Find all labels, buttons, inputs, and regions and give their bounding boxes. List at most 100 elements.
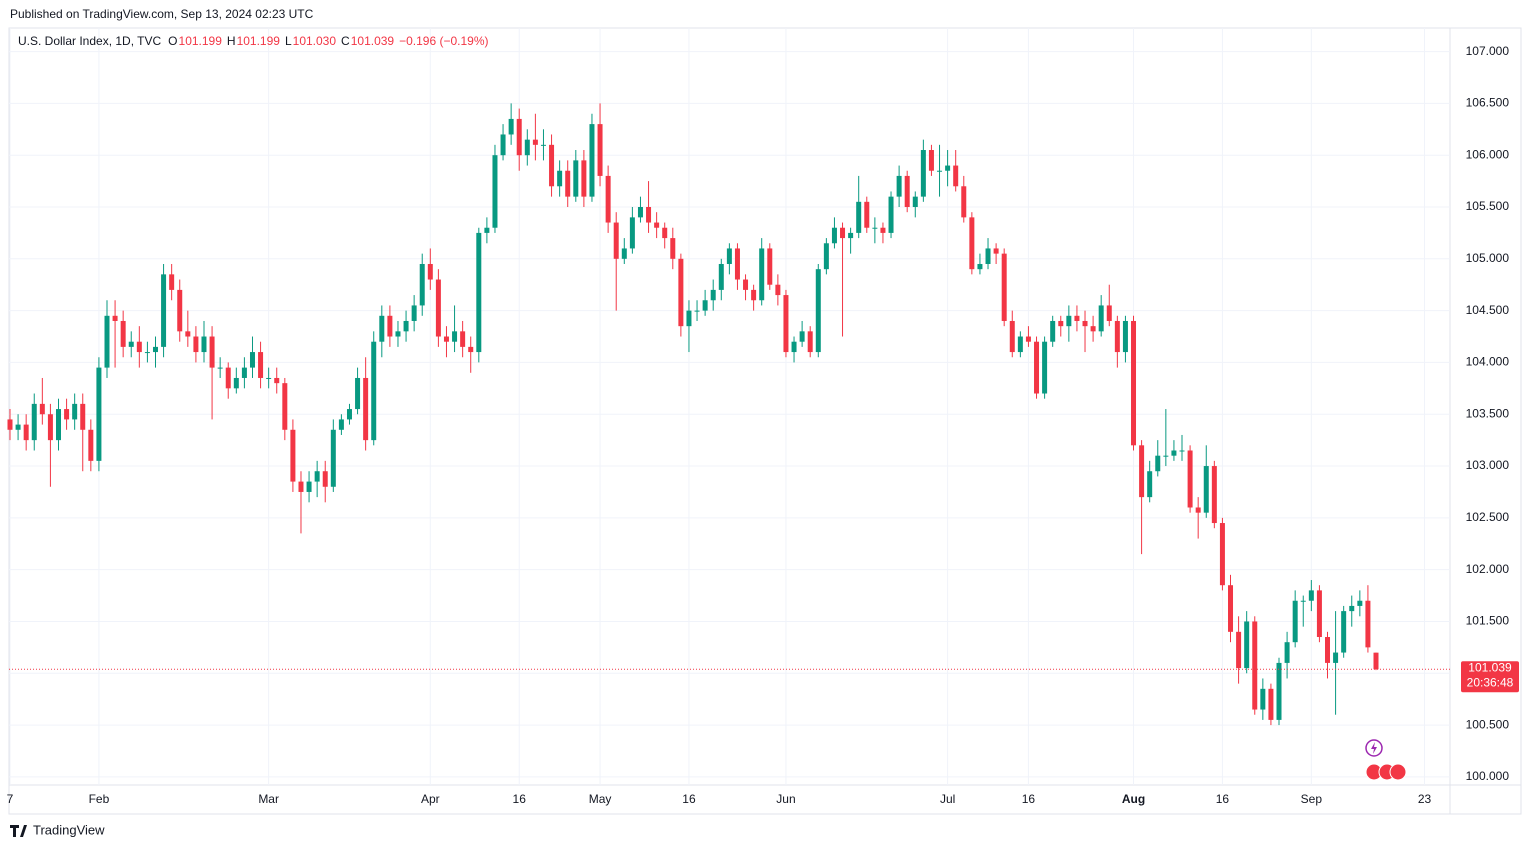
candle-body [1001, 253, 1007, 321]
candle-body [985, 248, 991, 264]
candle-body [1171, 450, 1177, 456]
candle-body [791, 341, 797, 353]
candle-body [266, 377, 272, 379]
candle-body [977, 263, 983, 270]
candle-body [161, 274, 167, 347]
x-tick-label: 7 [7, 792, 14, 806]
candle-body [686, 310, 692, 327]
candle-body [15, 424, 21, 430]
candle-body [613, 222, 619, 259]
candle-body [1179, 450, 1185, 452]
candle-body [1139, 445, 1145, 498]
candle-body [492, 155, 498, 228]
candle-body [718, 263, 724, 290]
candle-body [1357, 600, 1363, 606]
candle-body [31, 403, 37, 441]
candle-body [1365, 600, 1371, 648]
candle-body [88, 429, 94, 461]
candle-body [751, 289, 757, 301]
ohlc-label: O [168, 34, 177, 48]
candle-body [225, 367, 231, 389]
candle-body [314, 471, 320, 482]
symbol: U.S. Dollar Index, 1D, TVC [18, 34, 161, 48]
candle-body [565, 170, 571, 197]
candle-body [7, 419, 13, 430]
candle-body [104, 315, 110, 368]
candle-body [23, 424, 29, 441]
candle-body [346, 409, 352, 420]
x-tick-label: Jul [940, 792, 955, 806]
candle-body [662, 227, 668, 239]
candle-body [1122, 320, 1128, 353]
candle-body [1163, 455, 1169, 457]
candle-body [1244, 621, 1250, 669]
candle-body [637, 207, 643, 218]
candle-body [1066, 315, 1072, 327]
candle-body [1333, 652, 1339, 663]
candle-body [896, 175, 902, 197]
candle-body [831, 227, 837, 244]
candle-body [880, 227, 886, 233]
candle-body [1260, 688, 1266, 710]
candle-body [678, 258, 684, 327]
y-tick-label: 104.500 [1466, 303, 1510, 317]
candle-body [1009, 320, 1015, 353]
candle-body [435, 279, 441, 337]
candle-body [47, 414, 53, 441]
candle-body [1187, 450, 1193, 508]
candle-body [484, 227, 490, 233]
candle-body [823, 243, 829, 270]
candle-body [734, 248, 740, 280]
candle-body [1219, 523, 1225, 586]
x-tick-label: Jun [776, 792, 795, 806]
candle-body [557, 170, 563, 187]
candle-body [856, 201, 862, 233]
candle-body [1284, 642, 1290, 663]
candle-body [864, 201, 870, 228]
candle-body [136, 341, 142, 353]
candle-body [395, 331, 401, 337]
candle-body [452, 331, 458, 342]
candle-body [759, 248, 765, 301]
y-tick-label: 106.500 [1466, 96, 1510, 110]
candle-body [775, 284, 781, 296]
x-tick-label: Mar [258, 792, 279, 806]
y-tick-label: 100.000 [1466, 769, 1510, 783]
candle-body [937, 170, 943, 172]
candle-body [500, 134, 506, 156]
candle-body [904, 175, 910, 208]
candle-body [290, 429, 296, 482]
candle-body [443, 336, 449, 342]
candle-body [969, 217, 975, 270]
published-note: Published on TradingView.com, Sep 13, 20… [10, 7, 314, 21]
candle-body [419, 263, 425, 306]
candle-body [743, 279, 749, 290]
candle-body [807, 331, 813, 353]
candle-body [573, 160, 579, 197]
ohlc-value: 101.030 [293, 34, 337, 48]
candle-body [193, 336, 199, 353]
candle-body [605, 175, 611, 223]
candle-body [799, 331, 805, 342]
candle-body [532, 139, 538, 145]
candle-body [1341, 611, 1347, 653]
candle-body [387, 315, 393, 337]
candle-body [540, 144, 546, 146]
candle-body [1034, 341, 1040, 394]
x-tick-label: 23 [1418, 792, 1432, 806]
candle-body [249, 352, 255, 368]
logo: TradingView [10, 822, 105, 837]
candle-body [1268, 688, 1274, 720]
candle-body [1050, 320, 1056, 342]
y-tick-label: 105.000 [1466, 251, 1510, 265]
candle-body [654, 222, 660, 228]
candle-body [928, 150, 934, 171]
candle-body [427, 263, 433, 280]
x-tick-label: Aug [1122, 792, 1145, 806]
candle-body [1155, 455, 1161, 472]
candle-body [363, 377, 369, 441]
candle-body [379, 315, 385, 342]
candle-body [726, 248, 732, 264]
ohlc-value: 101.039 [351, 34, 395, 48]
candle-body [549, 144, 555, 187]
